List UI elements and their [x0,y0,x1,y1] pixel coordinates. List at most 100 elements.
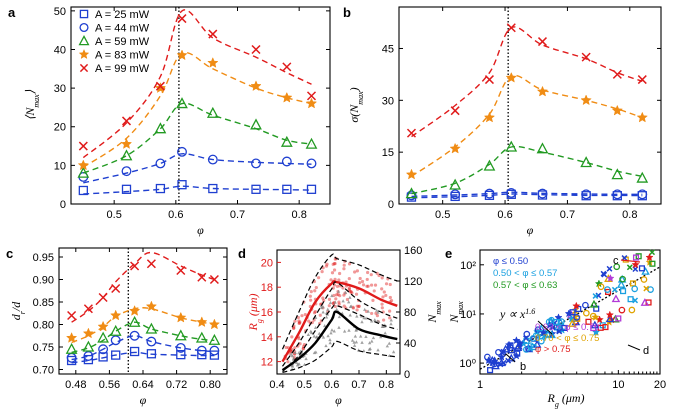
panel-d-rg-point [373,283,378,287]
panel-b-point [450,189,461,200]
panel-e-point [490,356,499,365]
panel-c-point [66,352,77,363]
panel-e-point [604,286,611,293]
panel-d-rg-point [337,300,341,304]
panel-c-point [129,346,140,357]
panel-c-fit-line [71,321,215,354]
panel-b-xtick-label: 0.7 [560,209,575,221]
panel-d-rg-point [313,310,317,314]
panel-c-point [98,292,108,303]
panel-c-point [82,327,95,339]
legend-label: A = 25 mW [95,9,150,21]
panel-b-point [536,142,549,154]
panel-c-xtick-label: 0.48 [65,379,86,391]
panel-d-rg-point [335,284,340,288]
panel-d-rg-point [298,321,302,325]
panel-d-rg-point [354,292,359,296]
panel-e-point [629,280,637,287]
panel-e-point [572,301,581,310]
panel-b-point [483,159,496,171]
panel-d-rg-point [358,276,362,281]
panel-e-xtick-label: 10 [612,379,624,391]
panel-a-point [282,184,292,194]
panel-e-point [575,305,582,313]
panel-b-point [405,168,418,180]
panel-e-annot-d-arrow [627,344,641,351]
panel-a-point [208,29,218,39]
panel-d-rg-point [380,276,384,280]
panel-d-rg-point [290,347,294,352]
panel-b-point [483,111,496,123]
panel-d-rg-point [375,314,379,318]
panel-e-point [591,312,600,321]
panel-b-fit-line [411,193,643,199]
panel-d-xlabel: φ [335,393,342,407]
panel-a-point [121,116,132,126]
panel-d-nmax-point [389,322,393,326]
panel-d-nmax-point [373,318,377,322]
panel-a-point [154,82,167,93]
panel-e-annot-b: b [520,361,526,373]
panel-c-point [97,331,109,343]
panel-d-rg-point [341,286,345,290]
panel-d-nmax-point [360,340,364,344]
panel-d-nmax-point [360,320,364,324]
panel-d-rg-point [345,297,350,302]
panel-c-point [65,332,78,343]
panel-d-rg-point [286,360,290,364]
panel-a-point [250,80,262,92]
panel-d-xtick-label: 0.6 [324,379,339,391]
panel-d-rg-point [342,304,346,308]
panel-d-ytick-label: 20 [261,257,273,269]
panel-b-point [637,189,648,200]
panel-d-rg-point [316,276,321,280]
panel-c-point [175,342,186,353]
panel-e-point [567,319,577,327]
panel-c-point [111,350,121,360]
panel-a-point [177,180,187,190]
panel-c-point [83,354,94,365]
panel-c-point [145,300,158,312]
panel-d-nmax-point [324,315,329,319]
panel-c-point [128,315,141,327]
panel-e-point [558,318,565,325]
panel-d-xtick-label: 0.8 [379,379,394,391]
panel-c-ytick-label: 0.80 [33,320,54,332]
panel-d-nmax-point [324,344,328,348]
panel-e-point [643,285,650,292]
panel-b-point [505,140,518,152]
panel-e-point [514,350,521,357]
panel-d-nmax-point [336,289,341,293]
panel-c-point [130,261,140,271]
panel-d-rg-point [333,304,337,309]
panel-a-point [282,62,292,72]
panel-c-fit-line [71,251,215,323]
panel-d-rg-point [342,293,346,297]
panel-c-xtick-label: 0.64 [132,379,153,391]
panel-e-point [638,265,646,272]
panel-d-nmax-point [348,295,352,299]
panel-d-rg-point [297,321,301,325]
panel-e-point [569,309,576,316]
panel-d-nmax-point [350,338,355,342]
panel-b-point [484,75,494,85]
panel-d-nmax-point [293,350,297,354]
panel-d-nmax-point [289,352,293,356]
panel-d-rg-point [327,297,332,301]
panel-c-point [209,274,219,285]
legend-label: A = 99 mW [95,63,150,75]
panel-e-point [649,260,656,267]
panel-d-line [282,304,398,372]
panel-a-point [120,149,133,161]
panel-d-nmax-point [328,341,332,345]
panel-b-frame [398,6,662,205]
panel-c-point [197,349,207,360]
panel-c-point [209,350,220,360]
panel-e-frame [479,249,661,375]
panel-d-rg-point [309,289,313,294]
panel-c-point [83,304,93,314]
panel-a-ytick-label: 30 [54,83,66,95]
panel-a-point [208,183,218,194]
panel-a-point [251,158,261,169]
panel-d-nmax-point [290,364,295,368]
